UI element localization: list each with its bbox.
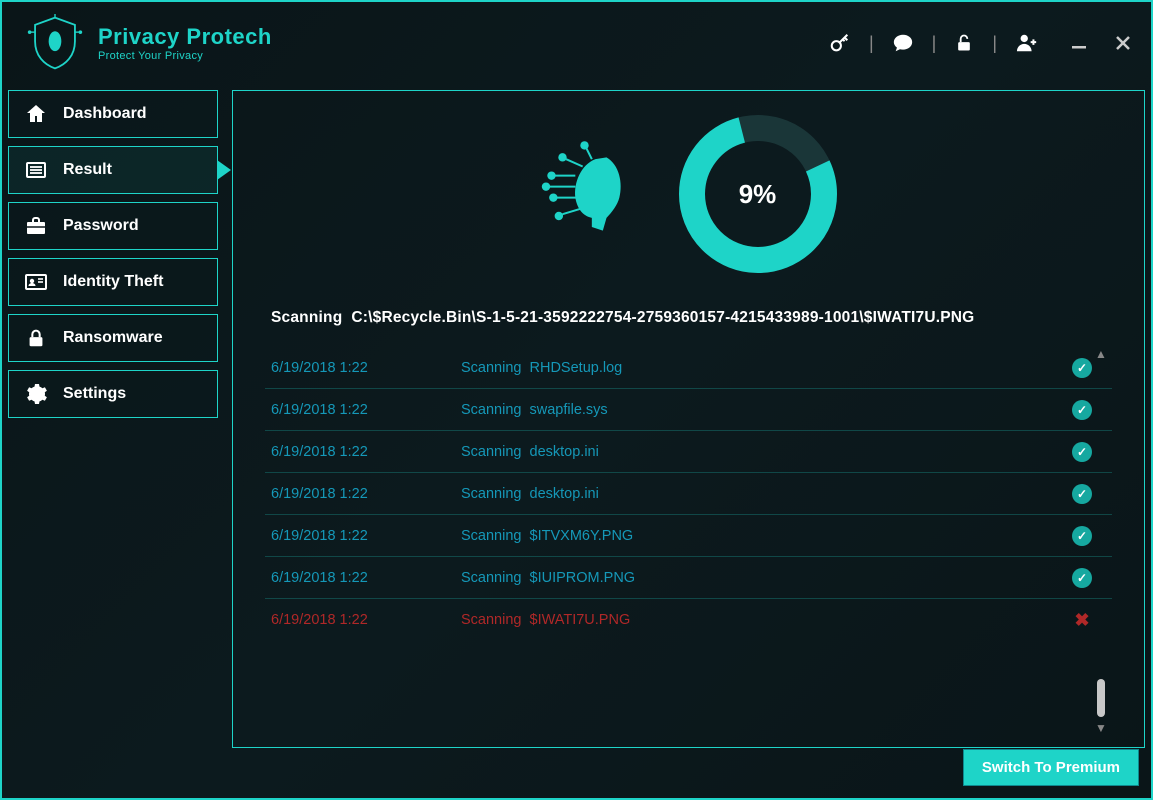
scan-row-time: 6/19/2018 1:22 bbox=[271, 486, 461, 502]
brand-title: Privacy Protech bbox=[98, 24, 272, 50]
scan-path-value: C:\$Recycle.Bin\S-1-5-21-3592222754-2759… bbox=[351, 309, 974, 326]
scan-row: 6/19/2018 1:22 Scanning RHDSetup.log bbox=[265, 347, 1112, 389]
progress-percent-label: 9% bbox=[673, 109, 843, 279]
separator: | bbox=[932, 33, 937, 54]
sidebar-item-ransomware[interactable]: Ransomware bbox=[8, 314, 218, 362]
scan-row-file: Scanning $ITVXM6Y.PNG bbox=[461, 528, 1062, 544]
check-icon bbox=[1072, 400, 1092, 420]
scan-current-path: Scanning C:\$Recycle.Bin\S-1-5-21-359222… bbox=[265, 309, 1112, 327]
scan-row-time: 6/19/2018 1:22 bbox=[271, 444, 461, 460]
sidebar-item-label: Result bbox=[63, 161, 112, 179]
scan-row: 6/19/2018 1:22 Scanning desktop.ini bbox=[265, 473, 1112, 515]
unlock-icon[interactable] bbox=[954, 32, 974, 54]
ai-head-icon bbox=[535, 139, 645, 249]
sidebar: Dashboard Result Password Identity Theft… bbox=[2, 84, 218, 798]
list-icon bbox=[23, 157, 49, 183]
check-icon bbox=[1072, 526, 1092, 546]
sidebar-item-label: Ransomware bbox=[63, 329, 163, 347]
separator: | bbox=[869, 33, 874, 54]
scan-row-file: Scanning $IUIPROM.PNG bbox=[461, 570, 1062, 586]
sidebar-item-label: Settings bbox=[63, 385, 126, 403]
progress-ring: 9% bbox=[673, 109, 843, 279]
titlebar-controls: | | | bbox=[829, 32, 1131, 54]
scrollbar[interactable]: ▲ ▼ bbox=[1094, 347, 1108, 735]
sidebar-item-label: Password bbox=[63, 217, 139, 235]
minimize-button[interactable] bbox=[1071, 35, 1087, 51]
sidebar-item-result[interactable]: Result bbox=[8, 146, 218, 194]
scan-path-prefix: Scanning bbox=[271, 309, 342, 326]
sidebar-item-password[interactable]: Password bbox=[8, 202, 218, 250]
scroll-thumb[interactable] bbox=[1097, 679, 1105, 717]
scan-header: 9% bbox=[265, 109, 1112, 279]
scan-row-file: Scanning desktop.ini bbox=[461, 444, 1062, 460]
lock-icon bbox=[23, 325, 49, 351]
brand-logo-icon bbox=[26, 14, 84, 72]
scan-row-time: 6/19/2018 1:22 bbox=[271, 570, 461, 586]
scan-row: 6/19/2018 1:22 Scanning $IWATI7U.PNG ✖ bbox=[265, 599, 1112, 641]
id-card-icon bbox=[23, 269, 49, 295]
app-window: Privacy Protech Protect Your Privacy | |… bbox=[0, 0, 1153, 800]
sidebar-item-dashboard[interactable]: Dashboard bbox=[8, 90, 218, 138]
scroll-up-icon[interactable]: ▲ bbox=[1095, 347, 1107, 361]
scan-results-list: 6/19/2018 1:22 Scanning RHDSetup.log 6/1… bbox=[265, 347, 1112, 735]
scan-row-time: 6/19/2018 1:22 bbox=[271, 528, 461, 544]
brand: Privacy Protech Protect Your Privacy bbox=[26, 14, 272, 72]
check-icon bbox=[1072, 358, 1092, 378]
check-icon bbox=[1072, 442, 1092, 462]
home-icon bbox=[23, 101, 49, 127]
scan-row-file: Scanning $IWATI7U.PNG bbox=[461, 612, 1062, 628]
scan-row: 6/19/2018 1:22 Scanning desktop.ini bbox=[265, 431, 1112, 473]
titlebar: Privacy Protech Protect Your Privacy | |… bbox=[2, 2, 1151, 84]
add-user-icon[interactable] bbox=[1015, 32, 1039, 54]
briefcase-icon bbox=[23, 213, 49, 239]
x-icon: ✖ bbox=[1074, 610, 1089, 631]
sidebar-item-identity-theft[interactable]: Identity Theft bbox=[8, 258, 218, 306]
check-icon bbox=[1072, 568, 1092, 588]
scan-row-file: Scanning RHDSetup.log bbox=[461, 360, 1062, 376]
separator: | bbox=[992, 33, 997, 54]
sidebar-item-label: Dashboard bbox=[63, 105, 147, 123]
check-icon bbox=[1072, 484, 1092, 504]
chat-icon[interactable] bbox=[892, 32, 914, 54]
scroll-down-icon[interactable]: ▼ bbox=[1095, 721, 1107, 735]
main-panel: 9% Scanning C:\$Recycle.Bin\S-1-5-21-359… bbox=[232, 90, 1145, 748]
sidebar-item-label: Identity Theft bbox=[63, 273, 163, 291]
scan-row-file: Scanning desktop.ini bbox=[461, 486, 1062, 502]
brand-tagline: Protect Your Privacy bbox=[98, 50, 272, 62]
scan-row-file: Scanning swapfile.sys bbox=[461, 402, 1062, 418]
scan-row-time: 6/19/2018 1:22 bbox=[271, 360, 461, 376]
switch-to-premium-button[interactable]: Switch To Premium bbox=[963, 749, 1139, 786]
gear-icon bbox=[23, 381, 49, 407]
scan-row: 6/19/2018 1:22 Scanning $IUIPROM.PNG bbox=[265, 557, 1112, 599]
key-icon[interactable] bbox=[829, 32, 851, 54]
scan-row: 6/19/2018 1:22 Scanning swapfile.sys bbox=[265, 389, 1112, 431]
scan-row-time: 6/19/2018 1:22 bbox=[271, 402, 461, 418]
sidebar-item-settings[interactable]: Settings bbox=[8, 370, 218, 418]
close-button[interactable] bbox=[1115, 35, 1131, 51]
scan-row: 6/19/2018 1:22 Scanning $ITVXM6Y.PNG bbox=[265, 515, 1112, 557]
scan-row-time: 6/19/2018 1:22 bbox=[271, 612, 461, 628]
